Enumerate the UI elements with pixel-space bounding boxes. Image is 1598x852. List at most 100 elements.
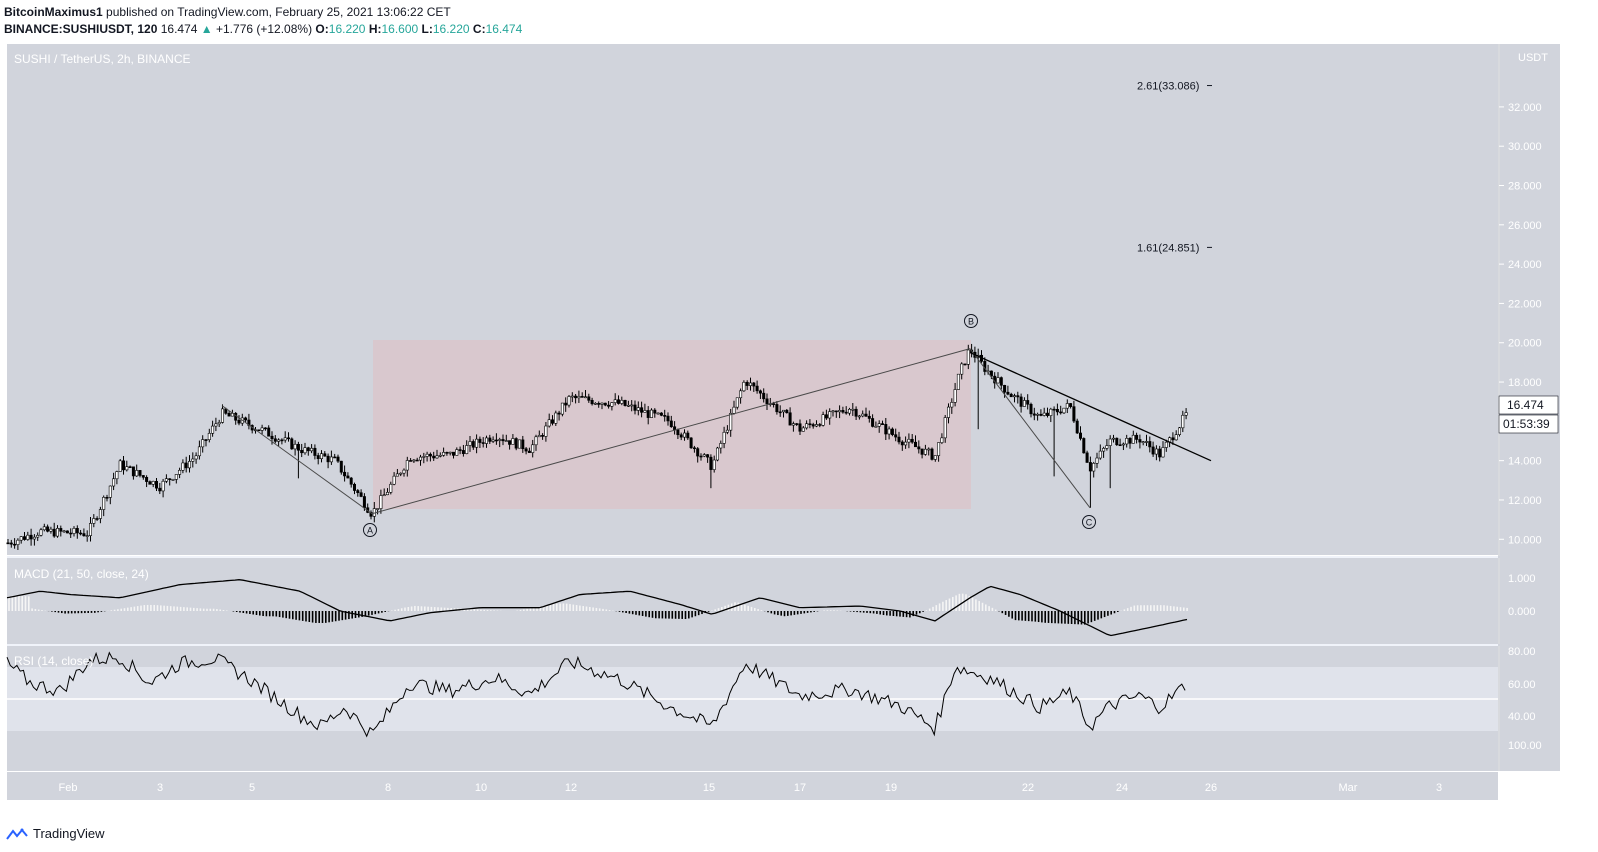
candle-body: [910, 438, 914, 443]
candle-body: [818, 424, 822, 426]
candle-body: [643, 410, 647, 413]
candle-body: [59, 528, 63, 532]
candle-body: [1154, 448, 1158, 455]
candle-body: [214, 423, 218, 427]
candle-body: [280, 439, 284, 442]
x-tick-label: 3: [157, 782, 163, 794]
candle-body: [286, 437, 290, 440]
candle-body: [930, 448, 934, 460]
candle-body: [9, 542, 13, 545]
candle-body: [1105, 445, 1109, 449]
countdown-label: 01:53:39: [1503, 417, 1550, 431]
candle-body: [405, 460, 409, 471]
candle-body: [145, 477, 149, 482]
candle-body: [732, 406, 736, 414]
candle-body: [636, 407, 640, 411]
candle-body: [1131, 434, 1135, 444]
candle-body: [620, 399, 624, 404]
candle-body: [491, 439, 495, 442]
candle-body: [19, 536, 23, 541]
candle-body: [1029, 403, 1033, 415]
candle-body: [277, 439, 281, 442]
candle-body: [709, 456, 713, 470]
candle-body: [593, 402, 597, 405]
price-tick-label: 26.000: [1508, 220, 1542, 232]
author-name[interactable]: BitcoinMaximus1: [4, 5, 103, 19]
candle-body: [682, 432, 686, 438]
candle-body: [32, 536, 36, 540]
candle-body: [178, 469, 182, 475]
candle-body: [395, 473, 399, 477]
change-value: +1.776 (+12.08%): [216, 22, 313, 36]
price-tick-label: 18.000: [1508, 377, 1542, 389]
candle-body: [148, 481, 152, 485]
wave-marker-label: C: [1086, 518, 1093, 528]
candle-body: [531, 444, 535, 453]
rsi-title: RSI (14, close): [14, 654, 93, 668]
candle-body: [580, 396, 584, 398]
candle-body: [270, 435, 274, 440]
candle-body: [1065, 403, 1069, 409]
candle-body: [1009, 393, 1013, 398]
last-price-tag: [1498, 395, 1559, 415]
candle-body: [455, 449, 459, 456]
candle-body: [739, 390, 743, 399]
candle-body: [854, 408, 858, 417]
candle-body: [471, 441, 475, 448]
candle-body: [333, 456, 337, 459]
candle-body: [128, 466, 132, 468]
candle-body: [838, 410, 842, 413]
fib-level-label: 2.61(33.086): [1137, 81, 1199, 93]
candle-body: [894, 434, 898, 438]
candle-body: [359, 492, 363, 497]
candle-body: [13, 543, 17, 546]
x-tick-label: 24: [1116, 782, 1128, 794]
candle-body: [616, 399, 620, 404]
candle-body: [438, 454, 442, 457]
time-axis[interactable]: [7, 772, 1498, 800]
candle-body: [758, 390, 762, 394]
fib-levels: 2.61(33.086) 1.61(24.851): [1137, 81, 1212, 254]
candle-body: [16, 539, 20, 545]
candle-body: [801, 427, 805, 432]
price-tick-label: 14.000: [1508, 456, 1542, 468]
candle-body: [244, 417, 248, 421]
candle-body: [508, 440, 512, 445]
candle-body: [788, 412, 792, 426]
candle-body: [118, 460, 122, 472]
candle-body: [191, 458, 195, 462]
candle-body: [649, 409, 653, 418]
candle-body: [46, 526, 50, 532]
candle-body: [940, 437, 944, 443]
footer-brand[interactable]: TradingView: [6, 826, 105, 841]
low-label: L:: [421, 22, 433, 36]
candle-body: [765, 398, 769, 404]
candle-body: [861, 413, 865, 417]
candle-body: [630, 404, 634, 407]
candle-body: [310, 447, 314, 452]
candle-body: [125, 466, 129, 471]
candle-body: [729, 413, 733, 431]
open-value: 16.220: [328, 22, 366, 36]
rsi-tick-label: 80.00: [1508, 646, 1536, 658]
up-arrow-icon: ▲: [200, 22, 213, 36]
candle-body: [389, 483, 393, 493]
candle-body: [725, 429, 729, 433]
candle-body: [112, 478, 116, 487]
candle-body: [418, 456, 422, 461]
candle-body: [544, 425, 548, 437]
candle-body: [498, 439, 502, 441]
candle-body: [587, 396, 591, 401]
trend-line: [221, 405, 373, 515]
low-value: 16.220: [432, 22, 470, 36]
candle-body: [494, 439, 498, 442]
candle-body: [435, 455, 439, 459]
candle-body: [897, 436, 901, 443]
candle-body: [1092, 462, 1096, 472]
x-tick-label: 17: [794, 782, 806, 794]
candle-body: [989, 370, 993, 377]
candle-body: [115, 471, 119, 480]
candle-body: [382, 494, 386, 497]
candle-body: [484, 437, 488, 444]
